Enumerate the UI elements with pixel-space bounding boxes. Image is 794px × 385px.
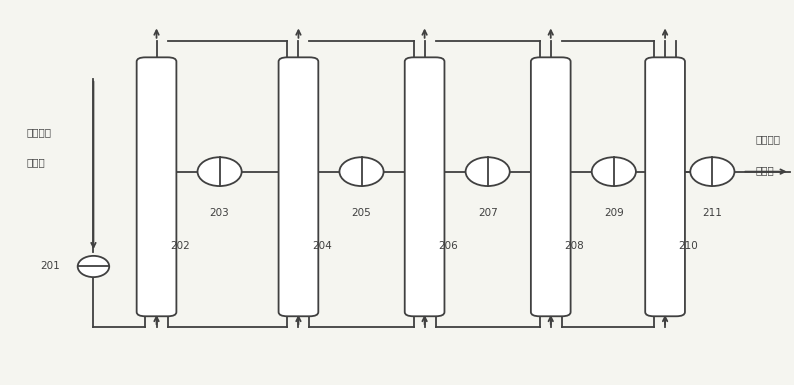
Text: 209: 209 [604, 208, 624, 218]
Text: 208: 208 [565, 241, 584, 251]
Text: 206: 206 [438, 241, 458, 251]
Ellipse shape [690, 157, 734, 186]
Text: 203: 203 [210, 208, 229, 218]
Text: 210: 210 [679, 241, 698, 251]
Ellipse shape [465, 157, 510, 186]
Text: 205: 205 [352, 208, 372, 218]
Ellipse shape [78, 256, 110, 277]
FancyBboxPatch shape [405, 57, 445, 316]
FancyBboxPatch shape [137, 57, 176, 316]
Text: 的碳五: 的碳五 [26, 157, 45, 167]
Ellipse shape [592, 157, 636, 186]
Text: 双环二聚: 双环二聚 [756, 134, 781, 144]
Text: 207: 207 [478, 208, 498, 218]
FancyBboxPatch shape [279, 57, 318, 316]
FancyBboxPatch shape [531, 57, 571, 316]
Ellipse shape [340, 157, 384, 186]
Ellipse shape [198, 157, 241, 186]
Text: 脱碳四后: 脱碳四后 [26, 127, 52, 137]
Text: 211: 211 [703, 208, 723, 218]
Text: 后物料: 后物料 [756, 165, 774, 175]
Text: 202: 202 [170, 241, 190, 251]
Text: 201: 201 [40, 261, 60, 271]
Text: 204: 204 [312, 241, 332, 251]
FancyBboxPatch shape [646, 57, 685, 316]
